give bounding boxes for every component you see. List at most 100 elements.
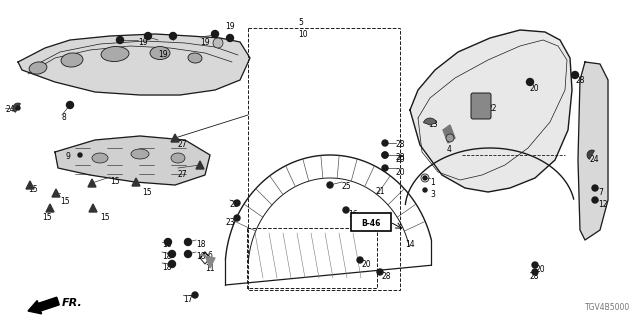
Circle shape	[446, 134, 454, 142]
Text: 2: 2	[447, 133, 452, 142]
Circle shape	[527, 78, 534, 85]
Circle shape	[572, 71, 579, 78]
Text: 26: 26	[381, 222, 390, 231]
FancyBboxPatch shape	[471, 93, 491, 119]
Circle shape	[184, 251, 191, 258]
Text: 15: 15	[142, 188, 152, 197]
Ellipse shape	[92, 153, 108, 163]
Text: 21: 21	[375, 187, 385, 196]
Polygon shape	[196, 161, 204, 169]
Text: 15: 15	[110, 177, 120, 186]
Circle shape	[382, 152, 388, 158]
Bar	[247, 228, 377, 288]
Polygon shape	[200, 255, 215, 268]
Text: 20: 20	[396, 168, 406, 177]
Polygon shape	[410, 30, 572, 192]
Text: 13: 13	[428, 120, 438, 129]
Text: 8: 8	[62, 113, 67, 122]
Polygon shape	[52, 189, 60, 197]
Circle shape	[377, 269, 383, 275]
Text: B-46: B-46	[362, 219, 381, 228]
Text: 28: 28	[396, 153, 406, 162]
Text: 28: 28	[530, 272, 540, 281]
Circle shape	[382, 165, 388, 171]
Circle shape	[343, 207, 349, 213]
Text: 19: 19	[158, 50, 168, 59]
Text: 23: 23	[225, 218, 235, 227]
Circle shape	[532, 262, 538, 268]
Text: 1: 1	[430, 178, 435, 187]
FancyArrow shape	[28, 297, 60, 314]
Text: 19: 19	[225, 22, 235, 31]
Circle shape	[234, 200, 240, 206]
Circle shape	[67, 101, 74, 108]
Circle shape	[145, 33, 152, 39]
Text: FR.: FR.	[62, 298, 83, 308]
Ellipse shape	[61, 53, 83, 67]
Polygon shape	[55, 136, 210, 185]
Text: 11: 11	[205, 264, 214, 273]
Text: 27: 27	[178, 170, 188, 179]
Wedge shape	[587, 150, 595, 159]
Circle shape	[213, 38, 223, 48]
Text: 20: 20	[536, 265, 546, 274]
Circle shape	[211, 30, 218, 37]
Text: 25: 25	[342, 182, 351, 191]
Circle shape	[327, 182, 333, 188]
Text: 22: 22	[487, 104, 497, 113]
Text: 20: 20	[530, 84, 540, 93]
Polygon shape	[46, 204, 54, 212]
Circle shape	[423, 188, 427, 192]
Circle shape	[116, 36, 124, 44]
Circle shape	[168, 260, 175, 268]
Text: 24: 24	[5, 105, 15, 114]
Text: 17: 17	[183, 295, 193, 304]
Circle shape	[382, 140, 388, 146]
Text: 24: 24	[590, 155, 600, 164]
Ellipse shape	[171, 153, 185, 163]
Polygon shape	[88, 179, 96, 187]
Text: 5: 5	[298, 18, 303, 27]
Text: 23: 23	[230, 200, 239, 209]
Circle shape	[592, 197, 598, 203]
Wedge shape	[13, 103, 20, 112]
Text: 20: 20	[362, 260, 372, 269]
Polygon shape	[132, 178, 140, 186]
Ellipse shape	[150, 46, 170, 60]
Text: 28: 28	[382, 272, 392, 281]
Circle shape	[357, 257, 363, 263]
Circle shape	[234, 215, 240, 221]
Text: 9: 9	[66, 152, 71, 161]
Text: TGV4B5000: TGV4B5000	[585, 303, 630, 312]
Text: 16: 16	[348, 210, 358, 219]
Text: 28: 28	[575, 76, 584, 85]
Text: 18: 18	[162, 252, 172, 261]
Text: 15: 15	[28, 185, 38, 194]
Text: 3: 3	[430, 190, 435, 199]
Wedge shape	[424, 118, 436, 125]
Text: 14: 14	[405, 240, 415, 249]
Text: 19: 19	[200, 38, 210, 47]
Text: 15: 15	[100, 213, 109, 222]
Circle shape	[192, 292, 198, 298]
Ellipse shape	[29, 62, 47, 74]
Ellipse shape	[101, 46, 129, 61]
Circle shape	[184, 238, 191, 245]
Text: 18: 18	[162, 240, 172, 249]
Text: 28: 28	[396, 140, 406, 149]
Ellipse shape	[131, 149, 149, 159]
Text: 4: 4	[447, 145, 452, 154]
Circle shape	[164, 238, 172, 245]
Text: 27: 27	[178, 140, 188, 149]
Circle shape	[423, 176, 427, 180]
Circle shape	[168, 251, 175, 258]
FancyBboxPatch shape	[351, 213, 391, 231]
Circle shape	[592, 185, 598, 191]
Polygon shape	[171, 134, 179, 142]
Circle shape	[16, 106, 20, 110]
Polygon shape	[578, 62, 608, 240]
Circle shape	[532, 269, 538, 275]
Polygon shape	[443, 125, 455, 143]
Text: 7: 7	[598, 188, 603, 197]
Ellipse shape	[188, 53, 202, 63]
